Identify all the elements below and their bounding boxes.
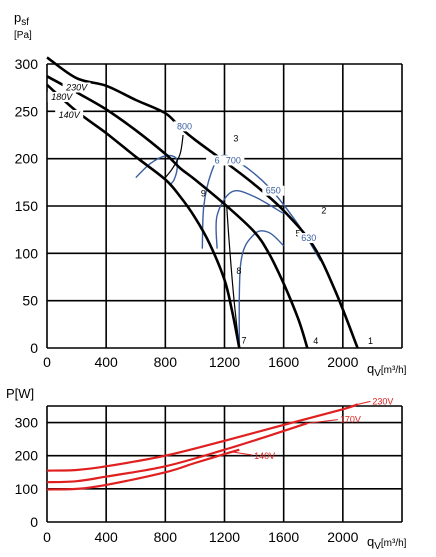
iso-label-700: 700 — [226, 155, 241, 165]
power-lead-140V — [231, 451, 253, 456]
pressure-curve-140V — [46, 83, 241, 349]
power-chart-labels: 230V 170V 140V — [231, 396, 393, 461]
power-x-tick-0: 0 — [43, 529, 51, 545]
x-tick-400: 400 — [94, 354, 118, 370]
curve-label-bg-180V — [47, 91, 76, 102]
efficiency-contour-630 — [238, 230, 285, 349]
power-y-tick-0: 0 — [30, 514, 38, 530]
power-curve-230V — [46, 403, 359, 472]
flow-axis-label-bottom: qV[m³/h] — [367, 534, 407, 552]
operating-line-9 — [164, 134, 184, 178]
flow-axis-label-top: qV[m³/h] — [367, 361, 407, 379]
efficiency-contour-650 — [215, 189, 285, 249]
point-label-4: 4 — [313, 336, 318, 346]
point-label-7: 7 — [242, 335, 247, 345]
curve-label-bg-140V — [55, 109, 84, 120]
y-tick-150: 150 — [15, 198, 39, 214]
power-y-tick-300: 300 — [15, 415, 39, 431]
power-y-tick-200: 200 — [15, 448, 39, 464]
power-x-tick-1200: 1200 — [209, 529, 240, 545]
x-tick-1200: 1200 — [209, 354, 240, 370]
pressure-curve-230V — [46, 56, 359, 349]
curve-label-180V: 180V — [51, 92, 73, 102]
x-tick-1600: 1600 — [268, 354, 299, 370]
point-label-3: 3 — [233, 134, 238, 144]
power-label-230V: 230V — [372, 396, 393, 406]
power-curve-140V — [46, 448, 240, 491]
pressure-chart-grid — [46, 63, 403, 349]
y-tick-100: 100 — [15, 245, 39, 261]
iso-label-bg-3 — [262, 185, 285, 196]
point-label-8: 8 — [236, 266, 241, 276]
pressure-curves — [46, 56, 359, 349]
power-x-tick-400: 400 — [94, 529, 118, 545]
pressure-axis-unit: [Pa] — [14, 30, 32, 41]
y-tick-250: 250 — [15, 103, 39, 119]
iso-label-630: 630 — [301, 233, 316, 243]
y-tick-200: 200 — [15, 151, 39, 167]
power-x-tick-1600: 1600 — [268, 529, 299, 545]
power-y-tick-100: 100 — [15, 481, 39, 497]
iso-label-650: 650 — [266, 186, 281, 196]
power-label-170V: 170V — [340, 415, 361, 425]
power-axis-label: P[W] — [6, 386, 34, 401]
iso-label-bg-1 — [206, 155, 229, 166]
point-label-9: 9 — [201, 189, 206, 199]
power-chart-ticks: 0 400 800 1200 1600 2000 0 100 200 300 — [15, 415, 359, 545]
efficiency-contours — [135, 154, 322, 349]
power-x-tick-2000: 2000 — [327, 529, 358, 545]
power-chart-grid — [46, 405, 403, 523]
iso-label-bg-4 — [297, 233, 320, 244]
x-tick-0: 0 — [43, 354, 51, 370]
curve-label-bg-230V — [62, 82, 91, 93]
curve-label-230V: 230V — [65, 83, 88, 93]
power-label-140V: 140V — [254, 451, 275, 461]
x-tick-800: 800 — [154, 354, 178, 370]
pressure-axis-label: psf — [14, 10, 29, 28]
pressure-chart-ticks: 0 400 800 1200 1600 2000 0 50 100 150 200 250 300 — [15, 56, 359, 370]
power-lead-230V — [357, 400, 371, 405]
pressure-chart-labels: 230V180V140V123457898006700650630 — [47, 82, 373, 346]
efficiency-contour-800 — [135, 154, 179, 186]
y-tick-0: 0 — [30, 340, 38, 356]
power-curve-170V — [46, 422, 308, 484]
curve-label-140V: 140V — [59, 110, 81, 120]
x-tick-2000: 2000 — [327, 354, 358, 370]
operating-line-8 — [226, 205, 240, 349]
power-curves — [46, 403, 359, 491]
point-label-1: 1 — [368, 336, 373, 346]
y-tick-50: 50 — [22, 293, 38, 309]
point-label-2: 2 — [321, 206, 326, 216]
iso-label-bg-0 — [173, 121, 196, 132]
y-tick-300: 300 — [15, 56, 39, 72]
iso-label-6: 6 — [215, 155, 220, 165]
operating-lines — [164, 134, 240, 349]
power-x-tick-800: 800 — [154, 529, 178, 545]
iso-label-800: 800 — [177, 121, 192, 131]
iso-label-bg-2 — [222, 155, 245, 166]
power-lead-170V — [307, 419, 338, 424]
pressure-curve-180V — [46, 75, 309, 349]
